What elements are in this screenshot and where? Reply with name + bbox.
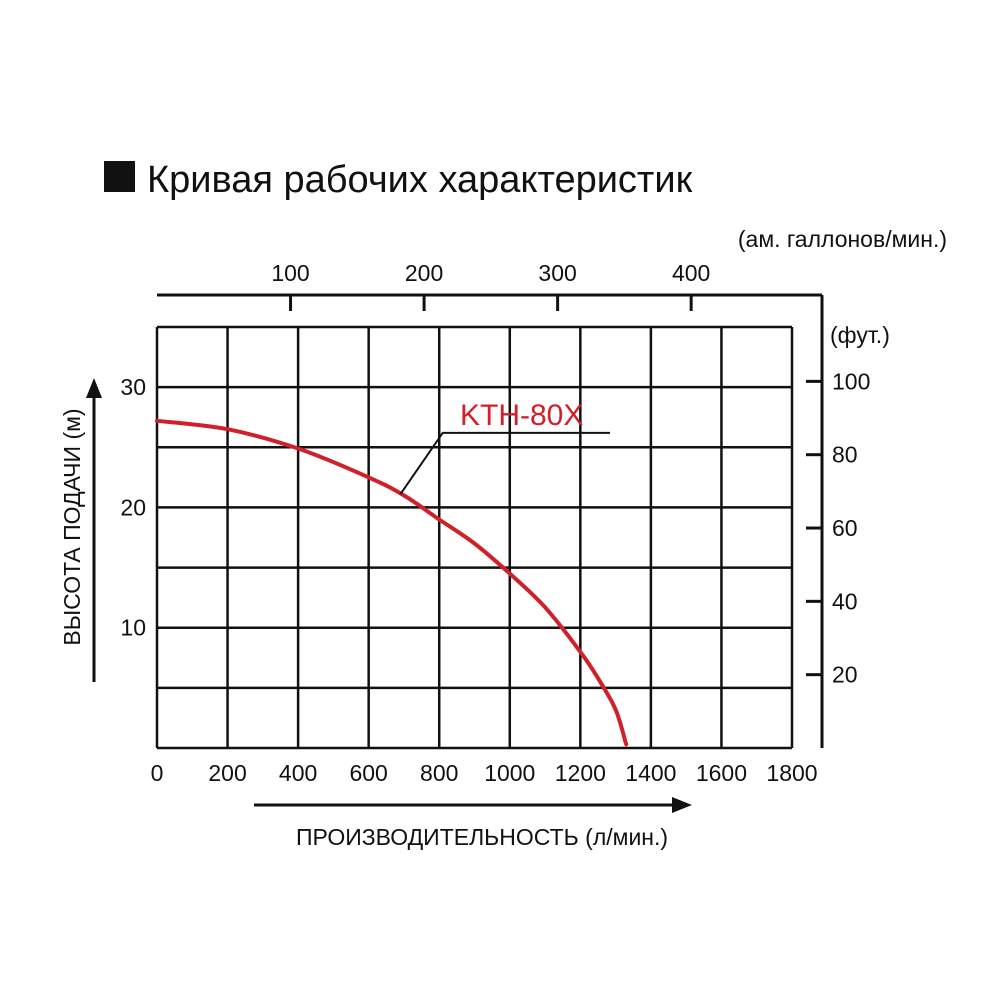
top-axis-tick-label: 100 [271,260,309,286]
y-axis-label: ВЫСОТА ПОДАЧИ (м) [59,408,85,645]
y-tick-label: 20 [120,494,146,520]
series-layer: KTH-80X [155,399,629,747]
title-square-icon [104,161,135,192]
x-axis-label: ПРОИЗВОДИТЕЛЬНОСТЬ (л/мин.) [296,824,668,850]
series-label-kth-80x: KTH-80X [460,399,583,432]
right-axis-tick-label: 60 [832,515,858,541]
x-axis-tick-labels: 0 200 400 600 800 1000 1200 1400 1600 1800 [151,760,818,786]
top-axis-tick-label: 400 [672,260,710,286]
y-tick-label: 10 [120,615,146,641]
x-tick-label: 1400 [625,760,676,786]
top-axis-ticks: 100 200 300 400 [271,260,710,311]
series-label-leader [399,431,610,495]
right-axis-tick-label: 20 [832,662,858,688]
x-tick-label: 1600 [696,760,747,786]
y-axis-tick-labels: 10 20 30 [120,374,146,641]
series-line-kth-80x [155,418,629,747]
top-axis-label: (ам. галлонов/мин.) [738,226,947,252]
x-tick-label: 1200 [555,760,606,786]
right-axis-tick-label: 100 [832,368,870,394]
y-axis-arrow-head [86,378,102,398]
x-tick-label: 400 [279,760,317,786]
plot-grid [155,325,794,750]
right-axis-tick-label: 40 [832,588,858,614]
x-tick-label: 1000 [484,760,535,786]
x-axis-arrow-head [672,797,692,813]
top-axis-tick-label: 200 [405,260,443,286]
x-tick-label: 1800 [766,760,817,786]
y-tick-label: 30 [120,374,146,400]
x-tick-label: 200 [208,760,246,786]
top-axis-tick-label: 300 [538,260,576,286]
right-axis-ticks: 20 40 60 80 100 [806,368,870,688]
right-axis-tick-label: 80 [832,442,858,468]
x-tick-label: 800 [420,760,458,786]
chart-title: Кривая рабочих характеристик [147,159,693,201]
right-axis-label: (фут.) [830,322,890,348]
x-tick-label: 600 [349,760,387,786]
x-tick-label: 0 [151,760,164,786]
